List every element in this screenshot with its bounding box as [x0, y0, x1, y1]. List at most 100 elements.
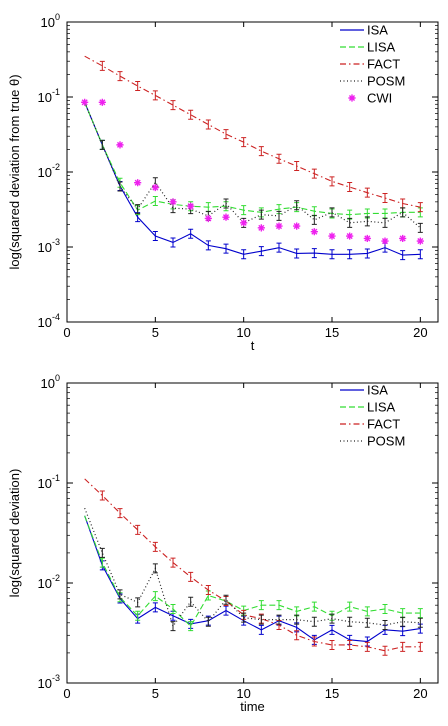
x-tick-label: 0 — [63, 325, 70, 340]
error-bar — [258, 624, 264, 635]
error-bar — [223, 243, 229, 254]
legend-label: ISA — [367, 23, 388, 38]
y-tick-label: 10-1 — [38, 473, 60, 491]
data-point — [257, 224, 265, 232]
data-point — [204, 214, 212, 223]
error-bar — [188, 109, 194, 120]
error-bar — [364, 216, 370, 227]
x-axis-label: time — [240, 699, 265, 714]
data-point — [363, 234, 371, 243]
error-bar — [135, 524, 141, 535]
error-bar — [152, 231, 158, 242]
error-bar — [329, 249, 335, 260]
data-point — [134, 179, 142, 187]
data-point — [399, 234, 407, 243]
error-bar — [417, 202, 423, 213]
error-bar — [135, 597, 141, 608]
y-axis-label: log(squared deviation) — [7, 469, 22, 598]
error-bar — [135, 204, 141, 215]
error-bar — [117, 181, 123, 192]
error-bar — [276, 614, 282, 625]
error-bar — [223, 605, 229, 616]
error-bar — [347, 182, 353, 193]
error-bar — [170, 603, 176, 614]
error-bar — [170, 557, 176, 568]
data-point — [310, 228, 318, 236]
error-bar — [117, 589, 123, 600]
x-axis-label: t — [251, 338, 255, 353]
x-tick-label: 5 — [152, 686, 159, 701]
error-bar — [188, 596, 194, 607]
error-bar — [205, 585, 211, 596]
error-bar — [276, 153, 282, 164]
error-bar — [188, 228, 194, 239]
error-bar — [382, 217, 388, 228]
error-bar — [170, 237, 176, 248]
data-point — [346, 232, 354, 240]
series-line — [84, 515, 421, 628]
error-bar — [347, 639, 353, 650]
error-bar — [347, 601, 353, 612]
error-bar — [382, 645, 388, 656]
error-bar — [188, 571, 194, 582]
data-point — [328, 232, 336, 240]
error-bar — [329, 624, 335, 635]
legend: ISA LISA FACT POSM — [340, 383, 405, 449]
error-bar — [205, 616, 211, 627]
x-tick-label: 20 — [413, 325, 427, 340]
series-line — [84, 102, 421, 216]
series-isa — [84, 102, 423, 261]
y-tick-label: 100 — [41, 12, 60, 30]
error-bar — [152, 196, 158, 207]
legend-label: LISA — [367, 400, 396, 415]
series-fact — [84, 55, 423, 213]
legend-label: ISA — [367, 383, 388, 398]
y-tick-label: 10-3 — [38, 673, 60, 691]
data-point — [381, 237, 389, 245]
error-bar — [294, 614, 300, 625]
error-bar — [152, 602, 158, 613]
error-bar — [188, 621, 194, 632]
x-tick-label: 0 — [63, 686, 70, 701]
error-bar — [258, 146, 264, 157]
error-bar — [152, 591, 158, 602]
error-bar — [258, 209, 264, 220]
y-axis-label: log(squared deviation from true θ) — [7, 74, 22, 269]
legend: ISA LISA FACT POSM CWI — [340, 23, 405, 106]
data-point — [416, 237, 424, 245]
error-bar — [417, 249, 423, 260]
legend-label: FACT — [367, 417, 400, 432]
error-bar — [223, 198, 229, 209]
error-bar — [241, 205, 247, 216]
y-tick-label: 10-1 — [38, 87, 60, 105]
error-bar — [258, 614, 264, 625]
error-bar — [223, 129, 229, 140]
error-bar — [241, 249, 247, 260]
plot-area-frame — [66, 382, 439, 684]
error-bar — [170, 100, 176, 111]
x-tick-label: 10 — [236, 325, 250, 340]
error-bar — [364, 248, 370, 259]
error-bar — [276, 210, 282, 221]
error-bar — [135, 81, 141, 92]
error-bar — [311, 616, 317, 627]
error-bar — [258, 600, 264, 611]
data-point — [293, 222, 301, 230]
error-bar — [364, 617, 370, 628]
y-tick-label: 10-3 — [38, 237, 60, 255]
error-bar — [382, 620, 388, 631]
error-bar — [276, 242, 282, 253]
error-bar — [329, 613, 335, 624]
error-bar — [329, 639, 335, 650]
error-bar — [364, 641, 370, 652]
error-bar — [99, 547, 105, 558]
series-cwi — [81, 98, 424, 245]
error-bar — [294, 161, 300, 172]
error-bar — [329, 176, 335, 187]
x-tick-label: 20 — [413, 686, 427, 701]
error-bar — [99, 557, 105, 568]
error-bar — [152, 90, 158, 101]
error-bar — [99, 490, 105, 501]
series-lisa — [84, 102, 423, 220]
series-line — [84, 478, 421, 652]
